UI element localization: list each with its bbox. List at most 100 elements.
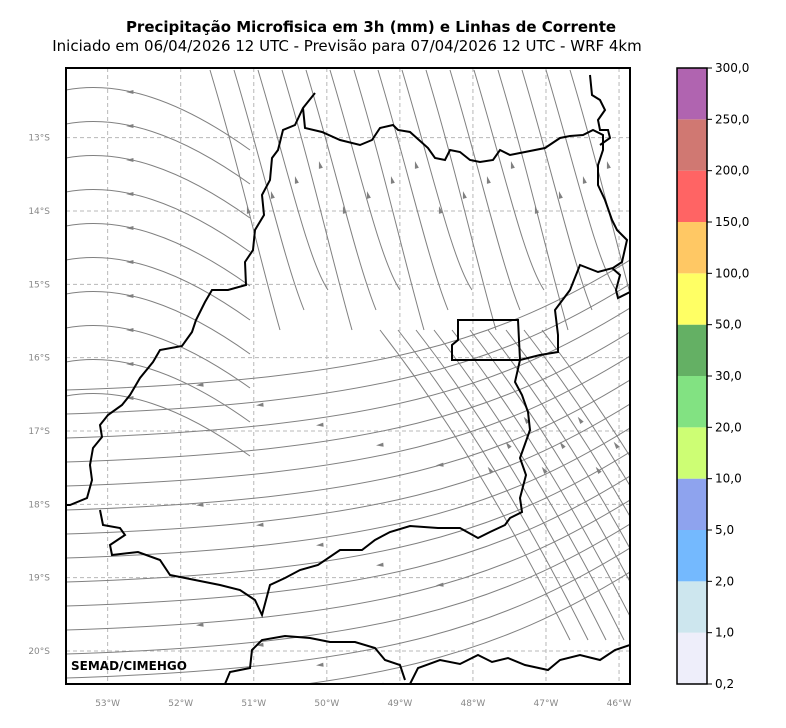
streamline-arrow [196, 382, 204, 387]
lat-tick-label: 14°S [28, 207, 50, 217]
streamline [66, 223, 251, 287]
streamline [433, 329, 625, 641]
streamline [397, 329, 589, 641]
lon-tick-label: 50°W [314, 699, 339, 709]
streamline [66, 499, 630, 631]
streamline-arrow [376, 442, 384, 447]
colorbar-segment [677, 222, 707, 274]
colorbar-label: 2,0 [715, 574, 734, 588]
streamline [379, 329, 571, 641]
colorbar-label: 50,0 [715, 318, 742, 332]
longitude-ticks: 53°W 52°W 51°W 50°W 49°W 48°W 47°W 46°W [95, 699, 631, 709]
lat-tick-label: 20°S [28, 647, 50, 657]
streamline-arrow [632, 417, 638, 424]
colorbar-segment [677, 273, 707, 325]
streamline [66, 291, 251, 355]
streamline-arrow [318, 161, 323, 169]
streamline [66, 257, 251, 321]
colorbar-label: 0,2 [715, 677, 734, 691]
streamline-arrow [595, 466, 602, 474]
streamline [66, 307, 630, 439]
streamline-arrow [126, 123, 134, 129]
colorbar-label: 1,0 [715, 626, 734, 640]
colorbar-label: 10,0 [715, 472, 742, 486]
lat-tick-label: 19°S [28, 574, 50, 584]
streamline [66, 283, 630, 415]
latitude-ticks: 13°S 14°S 15°S 16°S 17°S 18°S 19°S 20°S [28, 134, 50, 657]
streamline-arrow [366, 191, 371, 199]
streamline [66, 523, 630, 655]
streamline [66, 325, 251, 389]
streamline [541, 329, 630, 458]
goias-border [66, 92, 316, 506]
streamline-arrow [126, 191, 134, 197]
streamline [505, 329, 630, 518]
colorbar-label: 250,0 [715, 112, 749, 126]
streamline [415, 329, 607, 641]
colorbar-label: 200,0 [715, 164, 749, 178]
colorbar-segment [677, 427, 707, 479]
streamline-arrow [486, 176, 491, 184]
lat-tick-label: 17°S [28, 427, 50, 437]
colorbar-label: 150,0 [715, 215, 749, 229]
streamline-arrow [613, 441, 620, 449]
colorbar-segment [677, 530, 707, 582]
streamlines [66, 69, 638, 684]
state-borders [66, 74, 630, 684]
streamline [521, 69, 593, 311]
streamline-arrow [462, 191, 467, 199]
colorbar-segment [677, 478, 707, 530]
streamline-arrow [577, 416, 584, 424]
streamline [377, 69, 449, 311]
streamline [305, 69, 377, 311]
streamline [257, 69, 329, 291]
streamline-arrow [126, 293, 134, 299]
streamline-arrow [487, 466, 494, 474]
streamline [449, 69, 521, 311]
colorbar-segment [677, 68, 707, 120]
streamline-arrow [270, 191, 275, 199]
lon-tick-label: 51°W [241, 699, 266, 709]
streamline-arrow [196, 622, 204, 627]
streamline-arrow [376, 562, 384, 567]
streamline-arrow [559, 441, 566, 449]
streamline-arrow [256, 522, 264, 527]
lon-tick-label: 52°W [168, 699, 193, 709]
streamline-arrow [316, 542, 324, 547]
streamline [233, 69, 305, 311]
map-frame [65, 67, 631, 685]
chart-subtitle: Iniciado em 06/04/2026 12 UTC - Previsão… [52, 37, 642, 55]
streamline [281, 69, 353, 331]
lon-tick-label: 46°W [607, 699, 632, 709]
streamline-arrow [438, 206, 443, 214]
streamline [425, 69, 497, 331]
chart-title: Precipitação Microfisica em 3h (mm) e Li… [125, 18, 617, 36]
streamline [329, 69, 401, 291]
lat-tick-label: 18°S [28, 500, 50, 510]
colorbar-segment [677, 324, 707, 376]
colorbar-segment [677, 581, 707, 633]
streamline-arrow [390, 176, 395, 184]
streamline-arrow [126, 89, 134, 95]
streamline-arrow [126, 361, 134, 367]
streamline [353, 69, 425, 331]
lon-tick-label: 48°W [460, 699, 485, 709]
streamline-arrow [510, 161, 515, 169]
lon-tick-label: 47°W [534, 699, 559, 709]
streamline-arrow [582, 176, 587, 184]
lat-tick-label: 13°S [28, 134, 50, 144]
streamline-arrow [505, 441, 512, 449]
streamline [401, 69, 473, 291]
streamline [487, 329, 630, 550]
streamline-arrow [126, 259, 134, 265]
streamline [66, 87, 251, 151]
streamline [302, 571, 630, 684]
streamline [66, 259, 630, 391]
colorbar-label: 30,0 [715, 369, 742, 383]
lat-tick-label: 15°S [28, 280, 50, 290]
streamline [66, 451, 630, 583]
streamline [66, 475, 630, 607]
streamline-arrow [256, 642, 264, 647]
streamline-arrow [126, 327, 134, 333]
